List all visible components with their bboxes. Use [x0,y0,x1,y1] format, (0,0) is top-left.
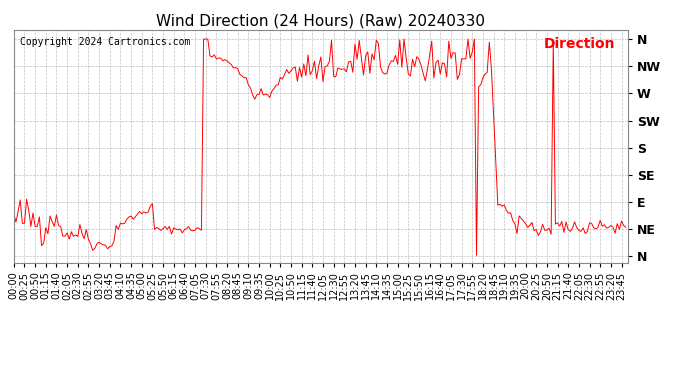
Text: Copyright 2024 Cartronics.com: Copyright 2024 Cartronics.com [20,37,190,47]
Text: Direction: Direction [544,37,615,51]
Title: Wind Direction (24 Hours) (Raw) 20240330: Wind Direction (24 Hours) (Raw) 20240330 [157,14,485,29]
